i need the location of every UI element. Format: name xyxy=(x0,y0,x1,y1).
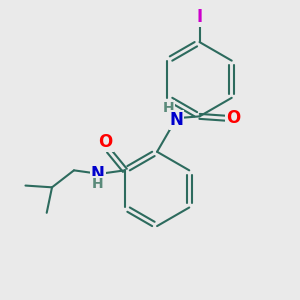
Text: H: H xyxy=(163,101,175,115)
Text: N: N xyxy=(91,165,105,183)
Text: N: N xyxy=(169,111,184,129)
Text: O: O xyxy=(98,133,112,151)
Text: O: O xyxy=(226,109,240,127)
Text: H: H xyxy=(92,177,103,191)
Text: I: I xyxy=(196,8,202,26)
